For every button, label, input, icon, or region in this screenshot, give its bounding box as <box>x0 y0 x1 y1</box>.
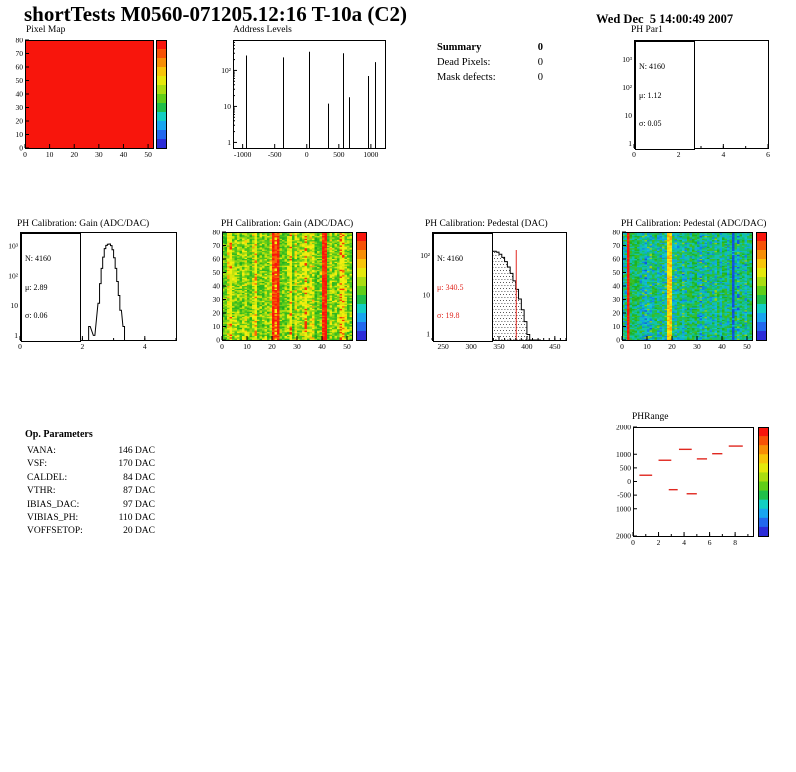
op-param-row: VOFFSETOP: 20 DAC <box>27 525 155 538</box>
op-param-label: VSF: <box>27 459 48 470</box>
op-param-value: 20 DAC <box>123 526 155 537</box>
stats-box-pedestal: N: 4160 μ: 340.5 σ: 19.8 <box>433 233 493 342</box>
summary-row-label: Mask defects: <box>437 72 496 83</box>
plot-title-ph-par1: PH Par1 <box>631 25 663 35</box>
summary-block: Summary 0 Dead Pixels: 0 Mask defects: 0 <box>437 42 543 87</box>
op-param-row: VSF: 170 DAC <box>27 458 155 471</box>
summary-title: Summary <box>437 42 482 53</box>
header-date: Wed Dec 5 14:00:49 2007 <box>596 12 734 26</box>
op-param-label: VOFFSETOP: <box>27 526 83 537</box>
op-param-value: 87 DAC <box>123 486 155 497</box>
stat-line-sigma: σ: 0.06 <box>25 311 48 320</box>
pedestal-map-plot <box>604 230 794 356</box>
stat-line-mu: μ: 2.89 <box>25 282 48 292</box>
op-param-row: VTHR: 87 DAC <box>27 485 155 498</box>
plot-title-pedestal-map: PH Calibration: Pedestal (ADC/DAC) <box>621 219 767 229</box>
plot-title-gain-map: PH Calibration: Gain (ADC/DAC) <box>221 219 354 229</box>
op-param-value: 146 DAC <box>118 446 155 456</box>
op-param-value: 170 DAC <box>118 459 155 470</box>
address-levels-plot <box>208 38 390 164</box>
summary-row-value: 0 <box>537 57 543 68</box>
op-param-row: CALDEL: 84 DAC <box>27 472 155 485</box>
stat-line-n: N: 4160 <box>639 62 665 71</box>
op-param-label: VTHR: <box>27 486 56 497</box>
plot-title-ph-range: PHRange <box>632 412 669 422</box>
stat-line-sigma: σ: 0.05 <box>639 119 662 128</box>
stats-box-ph-par1: N: 4160 μ: 1.12 σ: 0.05 <box>635 41 695 150</box>
summary-row-dead-pixels: Dead Pixels: 0 <box>437 57 543 68</box>
op-param-value: 97 DAC <box>123 499 155 510</box>
op-param-label: VIBIAS_PH: <box>27 513 79 524</box>
op-param-label: IBIAS_DAC: <box>27 499 80 510</box>
plot-title-pixel-map: Pixel Map <box>26 25 66 35</box>
summary-row-value: 0 <box>537 72 543 83</box>
summary-title-value: 0 <box>537 42 543 53</box>
pixel-map-plot <box>6 38 186 164</box>
page-title: shortTests M0560-071205.12:16 T-10a (C2) <box>24 2 408 26</box>
op-param-row: IBIAS_DAC: 97 DAC <box>27 499 155 512</box>
op-param-label: CALDEL: <box>27 472 68 483</box>
stat-line-n: N: 4160 <box>437 254 463 263</box>
summary-header: Summary 0 <box>437 42 543 53</box>
stat-line-n: N: 4160 <box>25 254 51 263</box>
op-param-row: VANA: 146 DAC <box>27 445 155 458</box>
stat-line-mu: μ: 1.12 <box>639 90 662 100</box>
op-param-value: 84 DAC <box>123 472 155 483</box>
stat-line-sigma: σ: 19.8 <box>437 311 460 320</box>
plot-title-address-levels: Address Levels <box>233 25 292 35</box>
op-param-row: VIBIAS_PH: 110 DAC <box>27 512 155 525</box>
ph-range-plot <box>604 425 794 551</box>
stat-line-mu: μ: 340.5 <box>437 282 464 292</box>
op-parameters-title: Op. Parameters <box>25 429 93 440</box>
gain-map-plot <box>204 230 390 356</box>
plot-title-pedestal-hist: PH Calibration: Pedestal (DAC) <box>425 219 548 229</box>
summary-row-label: Dead Pixels: <box>437 57 491 68</box>
plot-title-gain-hist: PH Calibration: Gain (ADC/DAC) <box>17 219 150 229</box>
stats-box-gain: N: 4160 μ: 2.89 σ: 0.06 <box>21 233 81 342</box>
op-parameters-block: Op. Parameters VANA: 146 DAC VSF: 170 DA… <box>25 429 155 539</box>
summary-row-mask-defects: Mask defects: 0 <box>437 72 543 83</box>
op-param-label: VANA: <box>27 446 56 456</box>
op-param-value: 110 DAC <box>118 513 155 524</box>
